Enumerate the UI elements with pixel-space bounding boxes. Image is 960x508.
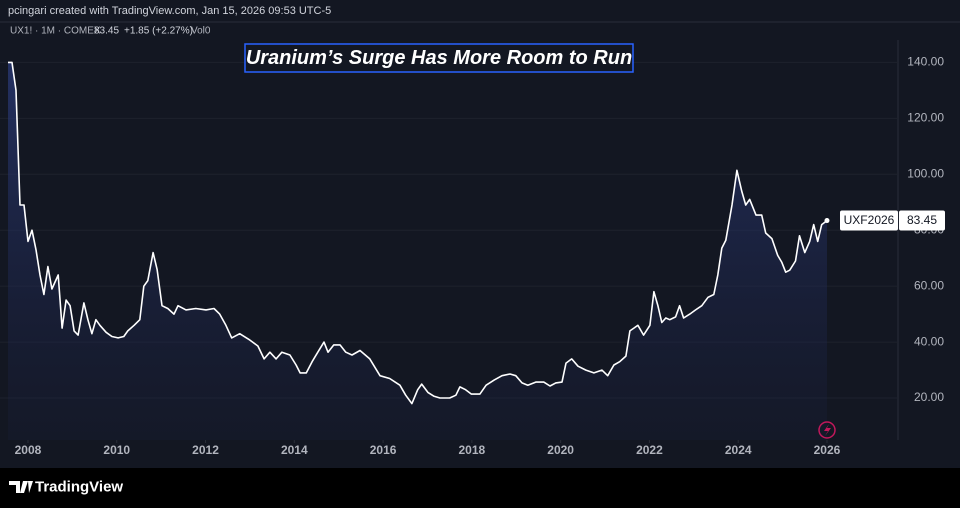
alert-icon[interactable] [818, 421, 836, 439]
line [8, 61, 828, 405]
x-tick-label: 2014 [281, 443, 308, 457]
price-label-box [899, 210, 945, 231]
change: +1.85 (+2.27%) [124, 26, 193, 37]
x-tick-label: 2012 [192, 443, 219, 457]
area [8, 62, 827, 441]
y-tick-label: 40.00 [914, 334, 944, 348]
alert-bolt [824, 424, 831, 436]
brand: TradingView [35, 478, 123, 495]
x-tick-label: 2022 [636, 443, 663, 457]
credit: pcingari created with TradingView.com, J… [8, 5, 331, 17]
volume: Vol0 [191, 26, 211, 37]
x-tick-label: 2020 [547, 443, 574, 457]
plot: 20.0040.0060.0080.00100.00120.00140.0020… [0, 55, 944, 457]
chart-title: Uranium’s Surge Has More Room to Run [246, 47, 632, 69]
price-label: 83.45 [907, 213, 937, 227]
x-tick-label: 2026 [814, 443, 841, 457]
y-tick-label: 140.00 [907, 55, 944, 69]
logo-mark [9, 481, 33, 493]
x-tick-label: 2024 [725, 443, 752, 457]
x-tick-label: 2010 [103, 443, 130, 457]
last-point [824, 218, 830, 224]
x-tick-label: 2018 [459, 443, 486, 457]
series-label: UXF2026 [844, 213, 895, 227]
y-tick-label: 20.00 [914, 390, 944, 404]
series-label-box [840, 210, 898, 231]
x-tick-label: 2008 [15, 443, 42, 457]
y-tick-label: 100.00 [907, 166, 944, 180]
x-tick-label: 2016 [370, 443, 397, 457]
y-tick-label: 60.00 [914, 278, 944, 292]
symbol: UX1! · 1M · COMEX [10, 26, 101, 37]
y-tick-label: 120.00 [907, 110, 944, 124]
last-price: 83.45 [94, 26, 119, 37]
logo: TradingView [9, 478, 123, 495]
title-box [244, 43, 634, 73]
